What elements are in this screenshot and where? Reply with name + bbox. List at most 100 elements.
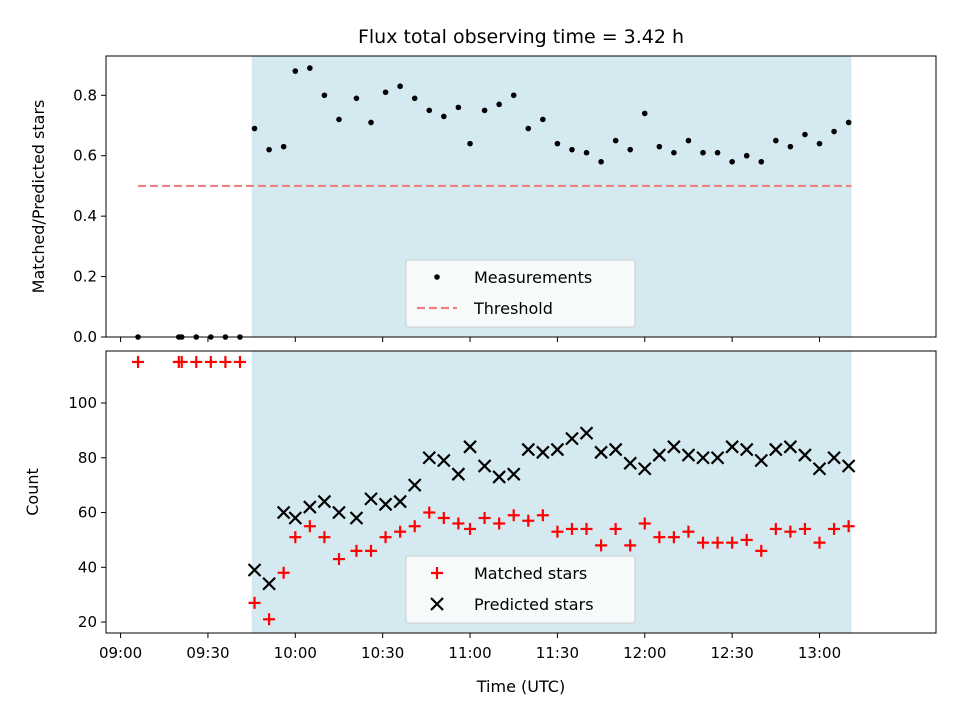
measurement-point [382,89,389,96]
predicted-star-point [288,511,303,525]
legend-label: Matched stars [474,564,587,583]
predicted-star-point [393,494,407,509]
matched-star-point [289,531,302,544]
x-tick-label: 10:30 [361,644,404,662]
matched-star-point [204,355,217,368]
legend-box [405,259,636,328]
predicted-star-point [652,448,667,462]
top-y-ticks: 0.0 0.2 0.4 0.6 0.8 [73,86,106,346]
bottom-y-ticks: 20 40 60 80 100 [68,394,106,631]
x-tick-label: 11:30 [536,644,579,662]
measurement-point [496,101,502,108]
x-axis-label: Time (UTC) [476,677,565,696]
matched-star-point [478,512,491,525]
predicted-star-point [710,450,725,465]
bottom-x-ticks: 09:00 09:30 10:00 10:30 11:00 11:30 12:00 12:30… [99,633,841,662]
measurement-point [321,92,328,99]
measurement-point [583,149,590,156]
measurement-point [700,149,706,156]
measurement-point [540,116,546,123]
matched-star-point [408,520,421,533]
matched-star-point [667,531,680,544]
measurement-point [845,119,852,126]
y-tick-label: 0.6 [73,147,97,165]
predicted-star-point [769,442,783,457]
x-tick-label: 12:30 [711,644,754,662]
measurement-point [758,158,765,165]
matched-star-point [233,355,246,368]
predicted-star-point [276,505,291,520]
predicted-star-point [841,459,856,473]
measurement-point [467,140,473,147]
measurement-point [368,119,374,126]
matched-star-point [595,539,608,552]
measurement-point [627,146,634,153]
legend-x-swatch [430,597,444,611]
legend-plus-swatch [431,567,443,579]
measurement-point [455,104,462,111]
predicted-star-point [696,450,710,465]
x-tick-label: 11:00 [448,644,491,662]
top-data-marks [135,65,852,340]
top-x-ticks [120,337,821,342]
legend-box [405,555,636,624]
predicted-star-point [579,426,594,440]
predicted-star-point [550,442,565,457]
y-tick-label: 40 [78,558,97,576]
predicted-star-point [681,448,696,462]
measurement-point [729,158,735,165]
matched-star-point [219,355,232,368]
top-axes-frame [105,55,937,338]
matched-star-point [755,544,768,557]
matched-star-point [464,522,477,535]
predicted-star-point [303,500,317,514]
x-tick-label: 09:30 [186,644,229,662]
matched-star-point [507,509,520,522]
predicted-star-point [492,470,506,484]
matched-star-point [332,553,345,566]
predicted-star-point [364,492,378,506]
matched-star-point [394,525,407,538]
predicted-star-point [783,440,798,454]
top-panel: 0.00.20.40.60.8 Matched/Predicted stars … [29,55,937,346]
predicted-star-point [247,563,262,577]
bottom-y-axis-label: Count [23,468,42,516]
predicted-star-point [754,453,769,468]
matched-star-point [551,525,564,538]
matched-star-point [522,514,535,527]
predicted-star-point [463,440,477,454]
predicted-star-point [827,450,841,465]
matched-star-point [711,536,724,549]
legend-label: Threshold [473,299,553,318]
bottom-axes-frame [105,350,937,634]
predicted-star-point [422,450,437,465]
predicted-star-point [739,442,754,457]
measurement-point [816,140,823,147]
measurement-point [773,137,779,144]
measurement-point [336,116,342,123]
measurement-point [641,110,648,117]
predicted-star-point [407,478,422,492]
bottom-panel: 20 40 60 80 100 09:00 09:30 10:00 10:30 11:00 11:… [23,350,937,696]
x-tick-label: 09:00 [99,644,142,662]
measurement-point [441,113,447,120]
y-tick-label: 0.8 [73,86,97,104]
bottom-data-marks [132,355,856,626]
matched-star-point [828,522,841,535]
predicted-star-point [332,505,346,520]
matched-star-point [798,522,811,535]
predicted-star-point [437,453,451,468]
measurement-point [831,128,837,135]
matched-star-point [653,531,666,544]
predicted-star-point [262,576,276,591]
measurement-point [353,95,360,102]
matched-star-point [609,522,622,535]
measurement-point [292,68,299,74]
measurement-point [554,140,561,147]
predicted-star-point [565,431,579,446]
matched-star-point [697,536,710,549]
measurement-point [612,137,619,144]
predicted-star-point [608,442,623,457]
y-tick-label: 100 [68,394,97,412]
